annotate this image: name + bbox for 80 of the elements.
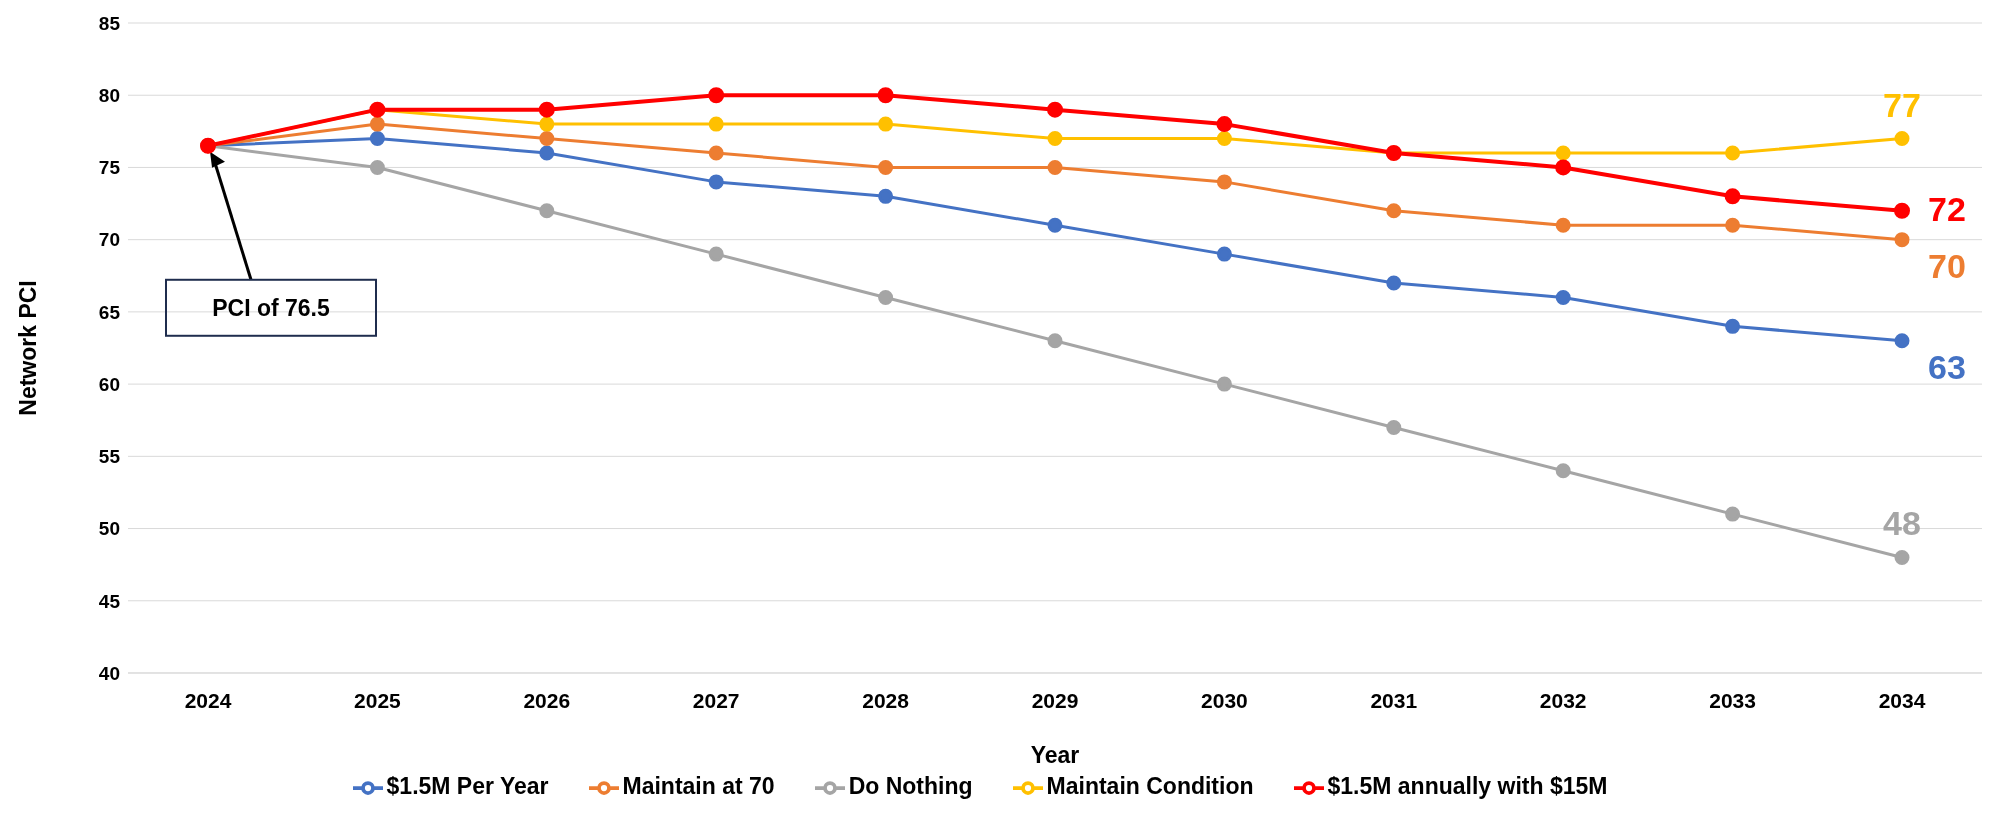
legend-label: Maintain at 70 xyxy=(622,773,775,800)
point xyxy=(1047,131,1063,147)
x-tick-label: 2028 xyxy=(862,688,910,712)
point xyxy=(539,131,555,147)
point xyxy=(1724,188,1741,205)
point xyxy=(1725,217,1741,233)
point xyxy=(1047,333,1063,349)
point xyxy=(1047,159,1063,175)
point xyxy=(878,188,894,204)
annotation: PCI of 76.5 xyxy=(212,294,330,321)
x-tick-label: 2030 xyxy=(1201,688,1248,712)
legend-label: $1.5M annually with $15M xyxy=(1327,773,1608,800)
y-tick-label: 75 xyxy=(98,157,121,179)
x-tick-label: 2029 xyxy=(1031,688,1079,712)
point xyxy=(708,87,725,104)
x-tick-label: 2025 xyxy=(354,688,402,712)
point xyxy=(539,116,555,132)
point xyxy=(1555,217,1571,233)
point xyxy=(369,159,385,175)
point xyxy=(1894,202,1910,219)
point xyxy=(1216,246,1232,262)
legend-label: Do Nothing xyxy=(848,773,973,800)
x-tick-label: 2032 xyxy=(1539,688,1587,712)
point xyxy=(878,159,894,175)
point xyxy=(1386,203,1402,219)
point xyxy=(1555,289,1571,305)
data-label: 72 xyxy=(1928,189,1966,228)
point xyxy=(1725,318,1741,334)
point xyxy=(878,116,894,132)
point xyxy=(1386,275,1402,291)
point xyxy=(539,203,555,219)
point xyxy=(1216,116,1233,133)
point xyxy=(1725,506,1741,522)
data-label: 48 xyxy=(1883,504,1921,543)
y-tick-label: 40 xyxy=(98,662,120,684)
point xyxy=(708,116,724,132)
y-tick-label: 50 xyxy=(98,518,120,540)
point xyxy=(539,145,555,161)
y-axis-title: Network PCI xyxy=(15,280,42,416)
point xyxy=(1894,232,1910,248)
data-label: 63 xyxy=(1928,347,1966,386)
x-tick-label: 2027 xyxy=(692,688,740,712)
point xyxy=(1216,174,1232,190)
point xyxy=(1555,159,1572,176)
point xyxy=(1894,333,1910,349)
point xyxy=(708,246,724,262)
x-tick-label: 2024 xyxy=(184,688,232,712)
point xyxy=(1555,463,1571,479)
point xyxy=(1047,101,1063,118)
x-tick-label: 2033 xyxy=(1709,688,1756,712)
point xyxy=(1555,145,1571,161)
point xyxy=(1216,376,1232,392)
point xyxy=(1725,145,1741,161)
legend-label: $1.5M Per Year xyxy=(386,773,549,800)
point xyxy=(877,87,894,104)
data-label: 70 xyxy=(1928,246,1966,285)
point xyxy=(1216,131,1232,147)
point xyxy=(708,145,724,161)
x-tick-label: 2031 xyxy=(1370,688,1418,712)
point xyxy=(1894,131,1910,147)
x-tick-label: 2034 xyxy=(1878,688,1926,712)
point xyxy=(878,289,894,305)
legend-label: Maintain Condition xyxy=(1046,773,1254,800)
point xyxy=(369,116,385,132)
y-tick-label: 85 xyxy=(98,12,121,34)
y-tick-label: 55 xyxy=(98,446,121,468)
point xyxy=(538,101,555,118)
x-tick-label: 2026 xyxy=(523,688,571,712)
y-tick-label: 70 xyxy=(98,229,120,251)
data-label: 77 xyxy=(1883,85,1921,124)
point xyxy=(1047,217,1063,233)
point xyxy=(708,174,724,190)
point xyxy=(369,131,385,147)
x-axis-title: Year xyxy=(1030,742,1080,768)
y-tick-label: 80 xyxy=(98,84,120,106)
point xyxy=(1894,549,1910,565)
point xyxy=(1386,419,1402,435)
y-tick-label: 45 xyxy=(98,590,121,612)
y-tick-label: 60 xyxy=(98,373,120,395)
y-tick-label: 65 xyxy=(98,301,121,323)
